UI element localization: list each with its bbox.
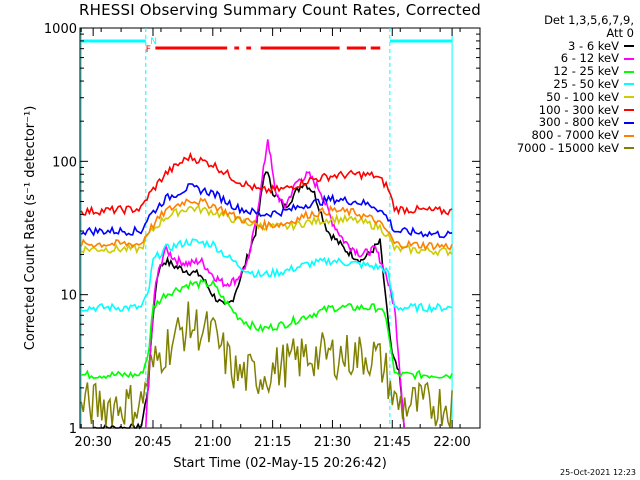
legend-swatch (624, 147, 634, 150)
legend-entry-label: 6 - 12 keV (560, 51, 619, 66)
x-tick-label: 22:00 (433, 435, 470, 450)
legend-entry-label: 25 - 50 keV (553, 76, 619, 91)
x-tick-label: 20:30 (74, 435, 111, 450)
flare-flag-label: F (146, 45, 151, 55)
legend-entry-label: 7000 - 15000 keV (516, 140, 619, 155)
legend-swatch (624, 44, 634, 47)
legend-entry: 3 - 6 keV (517, 38, 634, 53)
legend-entry-label: 50 - 100 keV (546, 89, 619, 104)
legend-header-attenuator: Att 0 (606, 25, 634, 40)
y-tick-label: 100 (52, 155, 77, 170)
series-line-7 (80, 197, 453, 251)
chart-title: RHESSI Observing Summary Count Rates, Co… (78, 1, 481, 19)
x-axis-label: Start Time (02-May-15 20:26:42) (173, 456, 387, 471)
legend-swatch (624, 121, 634, 124)
legend-swatch (624, 96, 634, 99)
legend-entry: 6 - 12 keV (517, 52, 634, 65)
y-tick-label: 1000 (44, 22, 77, 37)
legend-swatch (624, 83, 634, 86)
legend-entry: 300 - 800 keV (517, 116, 634, 129)
legend-entry: 25 - 50 keV (517, 78, 634, 91)
x-tick-label: 21:00 (194, 435, 231, 450)
legend: Det 1,3,5,6,7,9, Att 0 3 - 6 keV 6 - 12 k… (517, 14, 634, 155)
legend-entry-label: 3 - 6 keV (568, 38, 619, 53)
legend-entry-label: 300 - 800 keV (538, 115, 619, 130)
legend-entry-label: 800 - 7000 keV (531, 128, 619, 143)
legend-entry: 12 - 25 keV (517, 65, 634, 78)
legend-entry: 50 - 100 keV (517, 89, 634, 104)
legend-swatch (624, 70, 634, 73)
y-tick-label: 10 (60, 289, 77, 304)
series-line-6 (80, 183, 453, 239)
x-tick-label: 20:45 (134, 435, 171, 450)
series-line-2 (81, 279, 453, 381)
legend-entry: 800 - 7000 keV (517, 129, 634, 142)
legend-swatch (624, 57, 634, 60)
legend-entry-label: 100 - 300 keV (538, 102, 619, 117)
x-tick-label: 21:30 (314, 435, 351, 450)
legend-swatch (624, 134, 634, 137)
legend-entry-label: 12 - 25 keV (553, 64, 619, 79)
series-line-1 (145, 139, 405, 429)
y-tick-label: 1 (69, 422, 77, 437)
series-line-8 (80, 301, 453, 428)
timestamp: 25-Oct-2021 12:23 (560, 468, 636, 477)
plot-frame (79, 27, 481, 429)
series-line-5 (80, 151, 453, 216)
legend-swatch (624, 108, 634, 111)
x-tick-label: 21:45 (374, 435, 411, 450)
series-line-3 (80, 237, 453, 315)
y-axis-label: Corrected Count Rate (s⁻¹ detector⁻¹) (23, 106, 38, 351)
legend-entry: 7000 - 15000 keV (517, 142, 634, 155)
x-tick-label: 21:15 (254, 435, 291, 450)
legend-header-detectors: Det 1,3,5,6,7,9, (544, 13, 634, 27)
legend-entry: 100 - 300 keV (517, 102, 634, 117)
night-flag-label: N (150, 37, 157, 47)
